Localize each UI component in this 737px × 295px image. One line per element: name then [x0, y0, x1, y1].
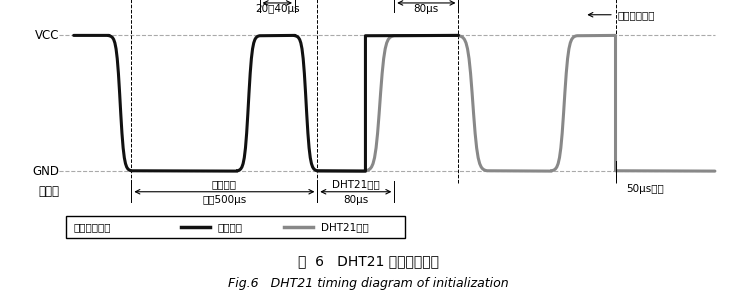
Text: 信号线说明：: 信号线说明： [74, 222, 111, 232]
Text: 80μs: 80μs [413, 4, 439, 14]
Text: 图  6   DHT21 初始化时序图: 图 6 DHT21 初始化时序图 [298, 254, 439, 268]
FancyBboxPatch shape [66, 216, 405, 238]
Text: 20～40μs: 20～40μs [255, 4, 299, 14]
Text: GND: GND [32, 165, 59, 178]
Text: DHT21信号: DHT21信号 [321, 222, 368, 232]
Text: 开始传输数据: 开始传输数据 [618, 10, 655, 20]
Text: VCC: VCC [35, 29, 59, 42]
Text: 主机至少: 主机至少 [212, 179, 237, 189]
Text: 50μs间隙: 50μs间隙 [626, 184, 664, 194]
Text: DHT21响应: DHT21响应 [332, 179, 380, 189]
Text: 单总线: 单总线 [38, 185, 59, 198]
Text: 主机信号: 主机信号 [217, 222, 242, 232]
Text: 拉低500μs: 拉低500μs [202, 195, 246, 205]
Text: 80μs: 80μs [343, 195, 368, 205]
Text: Fig.6   DHT21 timing diagram of initialization: Fig.6 DHT21 timing diagram of initializa… [228, 277, 509, 290]
